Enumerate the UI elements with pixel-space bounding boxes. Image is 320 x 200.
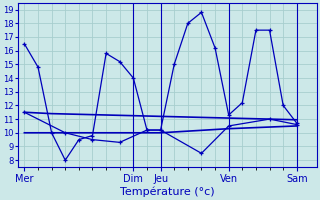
X-axis label: Température (°c): Température (°c) bbox=[120, 187, 215, 197]
